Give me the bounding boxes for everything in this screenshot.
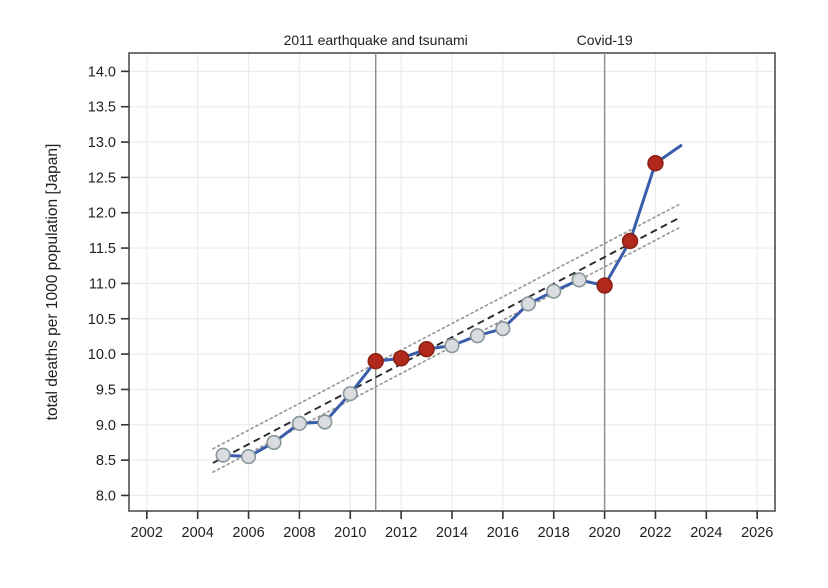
y-tick-label-13.5: 13.5 [88,100,116,116]
y-tick-label-8.0: 8.0 [96,488,116,504]
data-point-2022-highlighted [647,155,664,172]
y-tick-label-11.5: 11.5 [89,241,116,257]
x-tick-label-2026: 2026 [741,525,773,541]
data-point-2014 [444,338,460,354]
data-point-2019 [571,272,587,288]
data-point-2011-highlighted [367,352,384,370]
x-tick-label-2012: 2012 [385,525,417,541]
data-point-2015 [469,328,486,344]
y-tick-label-10.0: 10.0 [88,347,116,363]
event-label-earthquake: 2011 earthquake and tsunami [284,32,468,48]
grid-layer [129,53,775,511]
y-tick-label-12.5: 12.5 [88,170,116,186]
x-tick-label-2024: 2024 [690,525,722,541]
y-tick-label-11.0: 11.0 [89,276,116,292]
data-series-layer [215,144,683,465]
y-tick-label-13.0: 13.0 [88,135,116,151]
x-tick-label-2002: 2002 [131,525,163,541]
x-tick-label-2022: 2022 [639,525,671,541]
data-point-2018 [546,283,562,299]
data-point-2017 [520,296,536,312]
x-tick-label-2008: 2008 [283,525,315,541]
y-tick-label-10.5: 10.5 [88,312,116,328]
data-point-2016 [495,321,511,337]
event-reference-lines-layer [374,53,606,511]
y-tick-label-9.5: 9.5 [96,382,116,398]
data-point-2013-highlighted [418,340,435,358]
y-tick-label-14.0: 14.0 [88,64,116,80]
data-point-2021-highlighted [621,232,639,250]
y-tick-label-8.5: 8.5 [96,453,116,469]
data-point-2010 [342,386,358,402]
confidence-band-upper [212,202,682,450]
data-point-2006 [240,448,257,465]
x-tick-label-2004: 2004 [182,525,214,541]
x-tick-label-2010: 2010 [334,525,366,541]
data-point-2005 [215,447,231,463]
data-point-2009 [317,414,333,430]
x-tick-label-2016: 2016 [487,525,519,541]
x-tick-label-2018: 2018 [538,525,570,541]
y-tick-label-9.0: 9.0 [96,418,116,434]
x-tick-label-2020: 2020 [588,525,620,541]
x-tick-label-2014: 2014 [436,525,468,541]
data-point-2020-highlighted [596,277,613,294]
event-label-covid: Covid-19 [577,32,633,48]
y-tick-label-12.0: 12.0 [88,206,116,222]
data-point-2008 [291,415,308,431]
data-point-2012-highlighted [392,350,410,367]
data-point-2007 [266,434,282,451]
trend-and-confidence-layer [212,202,682,473]
trend-line [212,216,682,464]
y-axis-title: total deaths per 1000 population [Japan] [44,144,61,421]
axes-ticks-layer: 8.0 8.5 9.0 9.5 10.0 10.5 11.0 11.5 12.0 12.5 13.0… [88,64,774,541]
x-tick-label-2006: 2006 [232,525,264,541]
